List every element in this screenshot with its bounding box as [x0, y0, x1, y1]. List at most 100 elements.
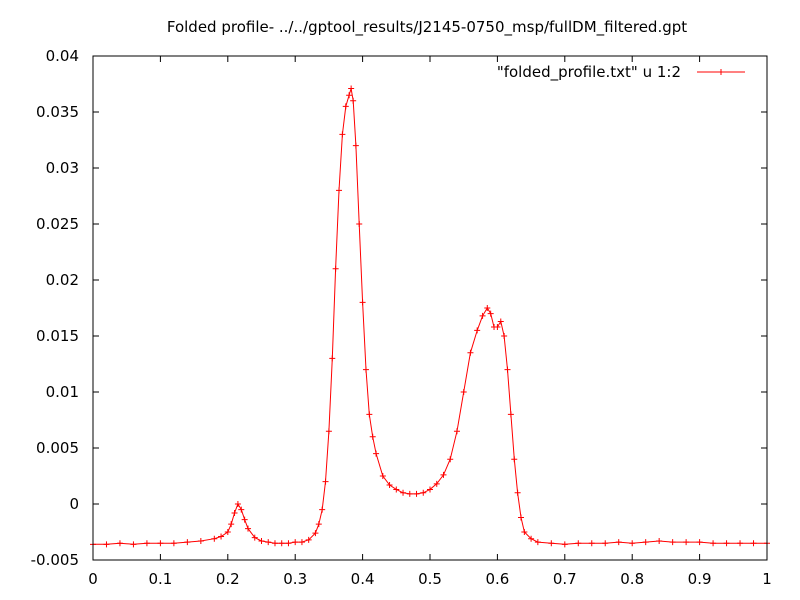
data-point-marker	[369, 433, 376, 440]
data-point-marker	[373, 450, 380, 457]
data-point-marker	[750, 540, 757, 547]
data-point-marker	[386, 481, 393, 488]
series-group	[90, 85, 770, 548]
data-point-marker	[484, 305, 491, 311]
data-point-marker	[245, 525, 252, 532]
x-tick-label: 0.8	[620, 570, 644, 588]
y-tick-label: 0.025	[36, 215, 79, 233]
data-point-marker	[487, 310, 494, 317]
y-tick-label: -0.005	[31, 551, 79, 569]
data-point-marker	[342, 103, 349, 110]
data-point-marker	[292, 539, 299, 546]
data-point-marker	[346, 92, 353, 99]
data-point-marker	[517, 514, 524, 521]
data-point-marker	[170, 540, 177, 547]
data-point-marker	[322, 478, 329, 485]
data-point-marker	[241, 516, 248, 523]
data-point-marker	[231, 509, 238, 516]
data-point-marker	[683, 539, 690, 546]
y-tick-label: 0.035	[36, 103, 79, 121]
data-point-marker	[157, 540, 164, 547]
data-point-marker	[228, 521, 235, 528]
data-point-marker	[629, 540, 636, 547]
data-point-marker	[497, 318, 504, 325]
x-tick-label: 0.3	[283, 570, 307, 588]
data-point-marker	[575, 540, 582, 547]
y-tick-label: 0.04	[46, 47, 79, 65]
data-point-marker	[521, 529, 528, 535]
data-point-marker	[433, 480, 440, 487]
data-point-marker	[440, 471, 447, 478]
x-tick-label: 0.7	[553, 570, 577, 588]
data-point-marker	[723, 540, 730, 547]
data-point-marker	[400, 489, 407, 496]
data-point-marker	[427, 486, 433, 493]
data-point-marker	[615, 539, 622, 546]
x-tick-label: 0.5	[418, 570, 442, 588]
legend-marker-sample	[718, 69, 724, 75]
data-point-marker	[588, 540, 595, 547]
data-point-marker	[514, 489, 521, 496]
data-point-marker	[352, 142, 359, 149]
data-point-marker	[479, 312, 486, 319]
data-point-marker	[305, 536, 312, 543]
y-tick-label: 0.02	[46, 271, 79, 289]
y-tick-label: 0.015	[36, 327, 79, 345]
data-point-marker	[285, 540, 292, 547]
data-point-marker	[325, 428, 332, 435]
x-tick-label: 1	[762, 570, 772, 588]
data-point-marker	[467, 349, 474, 356]
data-point-marker	[504, 366, 511, 373]
data-point-marker	[332, 265, 339, 272]
data-point-marker	[319, 506, 326, 513]
x-tick-label: 0.6	[485, 570, 509, 588]
data-point-marker	[507, 411, 514, 418]
data-point-marker	[211, 535, 218, 542]
data-point-marker	[265, 539, 272, 546]
data-point-marker	[116, 540, 123, 547]
y-tick-label: 0	[69, 495, 79, 513]
data-point-marker	[130, 541, 137, 548]
data-point-marker	[642, 539, 649, 546]
data-point-marker	[561, 541, 568, 548]
data-point-marker	[359, 299, 366, 306]
data-point-marker	[234, 501, 241, 507]
data-point-marker	[366, 411, 373, 418]
data-point-marker	[103, 541, 110, 548]
data-point-marker	[298, 539, 305, 546]
data-point-marker	[447, 456, 454, 463]
x-tick-label: 0.4	[351, 570, 375, 588]
data-point-marker	[218, 533, 225, 540]
data-point-marker	[238, 506, 245, 513]
data-point-marker	[669, 539, 676, 546]
chart-title: Folded profile- ../../gptool_results/J21…	[167, 18, 687, 37]
x-tick-label: 0.2	[216, 570, 240, 588]
data-point-marker	[710, 540, 717, 547]
data-point-marker	[453, 428, 460, 435]
data-point-marker	[379, 473, 386, 479]
data-point-marker	[534, 539, 541, 546]
series-line	[93, 88, 767, 545]
data-point-marker	[329, 355, 336, 362]
data-point-marker	[251, 534, 258, 541]
data-point-marker	[737, 540, 744, 547]
data-point-marker	[336, 187, 343, 194]
data-point-marker	[501, 333, 508, 339]
data-point-marker	[460, 389, 467, 395]
data-point-marker	[656, 537, 663, 544]
data-point-marker	[271, 540, 278, 547]
y-tick-label: 0.005	[36, 439, 79, 457]
legend: "folded_profile.txt" u 1:2	[497, 63, 745, 82]
data-point-marker	[511, 456, 518, 463]
data-point-marker	[258, 537, 265, 544]
data-point-marker	[143, 540, 150, 547]
data-point-marker	[474, 327, 481, 334]
x-tick-label: 0.1	[148, 570, 172, 588]
data-point-marker	[602, 540, 609, 547]
data-point-marker	[350, 97, 357, 104]
data-point-marker	[315, 521, 322, 528]
x-tick-label: 0	[88, 570, 98, 588]
axis-ticks: 0 0.1 0.2 0.3 0.4 0.5 0.6 0.7 0.8 0.9 1 -0.005 0 0.00…	[31, 47, 772, 588]
